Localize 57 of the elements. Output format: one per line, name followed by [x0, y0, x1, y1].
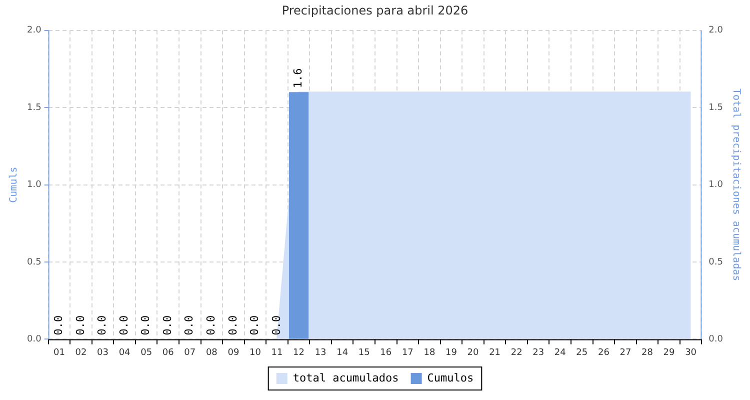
x-tick-label: 05: [140, 348, 152, 358]
x-tick-label: 24: [554, 348, 566, 358]
data-label: 0.0: [74, 315, 87, 336]
x-tick-label: 19: [446, 348, 458, 358]
x-tick-label: 10: [249, 348, 262, 358]
data-label: 0.0: [160, 315, 174, 336]
x-tick-label: 17: [402, 348, 414, 358]
legend-label: total acumulados: [292, 371, 399, 384]
x-tick-label: 09: [228, 348, 240, 358]
x-tick-label: 20: [467, 348, 480, 358]
x-tick-label: 14: [336, 348, 348, 358]
x-tick-label: 04: [118, 348, 131, 358]
x-tick-label: 27: [620, 348, 632, 358]
data-label: 0.0: [270, 315, 283, 336]
chart-title: Precipitaciones para abril 2026: [282, 3, 468, 18]
data-label: 0.0: [226, 315, 240, 336]
x-tick-label: 01: [53, 348, 65, 358]
x-tick-label: 22: [510, 348, 522, 358]
x-tick-label: 25: [576, 348, 588, 358]
x-tick-label: 12: [293, 348, 304, 358]
data-label: 0.0: [96, 315, 109, 336]
data-label: 0.0: [139, 315, 152, 336]
y-tick-label: 0.0: [26, 334, 42, 345]
x-tick-label: 11: [271, 348, 283, 358]
y-axis-title: Cumuls: [8, 166, 20, 203]
x-tick-label: 18: [424, 348, 436, 358]
y-tick-label: 1.0: [26, 180, 42, 190]
y-tick-label: 2.0: [26, 26, 42, 36]
y2-axis-title: Total precipitaciones acumuladas: [730, 88, 742, 282]
y2-tick-label: 1.0: [708, 180, 724, 190]
y-tick-label: 0.5: [26, 257, 42, 268]
y2-tick-label: 0.5: [708, 257, 724, 268]
data-label: 1.6: [292, 68, 305, 88]
x-tick-label: 03: [97, 348, 108, 358]
y2-tick-label: 1.5: [708, 102, 724, 113]
data-label: 0.0: [182, 315, 196, 336]
data-label: 0.0: [204, 315, 218, 336]
x-tick-label: 23: [532, 348, 544, 358]
data-label: 0.0: [52, 315, 66, 336]
x-tick-label: 15: [358, 348, 370, 358]
data-label: 0.0: [117, 315, 130, 336]
data-label: 0.0: [248, 315, 262, 336]
x-tick-label: 30: [685, 348, 697, 358]
x-tick-label: 16: [380, 348, 392, 358]
x-tick-label: 21: [489, 348, 501, 358]
x-tick-label: 13: [314, 348, 326, 358]
legend-label: Cumulos: [427, 371, 474, 384]
x-tick-label: 26: [598, 348, 610, 358]
x-tick-label: 06: [162, 348, 174, 358]
y-tick-label: 1.5: [26, 102, 42, 113]
x-tick-label: 28: [642, 348, 654, 358]
x-tick-label: 29: [663, 348, 676, 358]
x-tick-label: 02: [75, 348, 87, 358]
x-tick-label: 07: [184, 348, 196, 358]
y2-tick-label: 0.0: [708, 334, 724, 345]
y2-tick-label: 2.0: [708, 26, 724, 36]
x-tick-label: 08: [206, 348, 218, 358]
